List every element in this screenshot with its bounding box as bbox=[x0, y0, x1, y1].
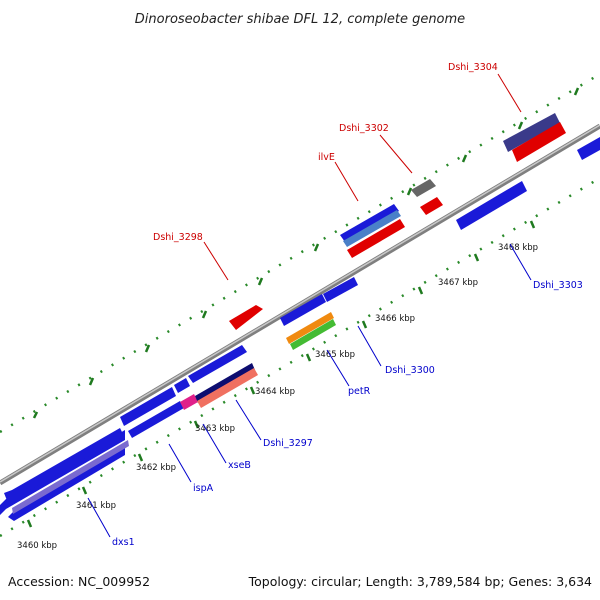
scale-label: 3460 kbp bbox=[17, 541, 57, 551]
genome-backbone-highlight bbox=[0, 124, 600, 483]
gene-label-reverse: dxs1 bbox=[112, 537, 135, 548]
scale-label: 3463 kbp bbox=[195, 424, 235, 434]
genome-summary-text: Topology: circular; Length: 3,789,584 bp… bbox=[248, 574, 592, 589]
gene-arrow bbox=[286, 312, 334, 344]
gene-arrow bbox=[411, 179, 436, 197]
scale-label: 3462 kbp bbox=[136, 463, 176, 473]
scale-labels: 3460 kbp 3461 kbp 3462 kbp 3463 kbp 3464… bbox=[17, 243, 538, 551]
gene-arrow bbox=[456, 181, 527, 230]
gene-label-reverse: Dshi_3303 bbox=[533, 280, 583, 291]
gene-arrow bbox=[290, 319, 336, 350]
gene-label-forward: ilvE bbox=[318, 152, 335, 163]
gene-arrow bbox=[120, 387, 176, 426]
gene-arrow bbox=[340, 204, 399, 242]
gene-arrow bbox=[174, 378, 190, 393]
gene-arrow bbox=[12, 440, 129, 514]
accession-text: Accession: NC_009952 bbox=[8, 574, 150, 589]
gene-arrow bbox=[229, 305, 263, 330]
gene-arrow bbox=[188, 345, 247, 383]
gene-arrow bbox=[503, 113, 560, 152]
genome-backbone bbox=[0, 123, 600, 486]
gene-label-reverse: Dshi_3297 bbox=[263, 438, 313, 449]
scale-label: 3466 kbp bbox=[375, 314, 415, 324]
reverse-major-ticks bbox=[26, 220, 536, 528]
gene-arrow bbox=[4, 428, 124, 503]
gene-arrow bbox=[195, 363, 255, 403]
gene-label-reverse: xseB bbox=[228, 460, 251, 471]
gene-arrow bbox=[128, 401, 184, 438]
gene-labels: Dshi_3304 Dshi_3302 ilvE Dshi_3298 Dshi_… bbox=[112, 62, 583, 548]
gene-arrow bbox=[577, 137, 600, 160]
forward-scale-ring bbox=[0, 72, 600, 434]
gene-arrow bbox=[420, 197, 443, 215]
reverse-scale-ring bbox=[0, 176, 600, 538]
scale-label: 3461 kbp bbox=[76, 501, 116, 511]
gene-label-forward: Dshi_3304 bbox=[448, 62, 498, 73]
scale-label: 3464 kbp bbox=[255, 387, 295, 397]
gene-label-reverse: Dshi_3300 bbox=[385, 365, 435, 376]
gene-label-reverse: ispA bbox=[193, 483, 214, 494]
gene-arrow bbox=[323, 277, 358, 302]
gene-arrow bbox=[347, 219, 405, 258]
gene-label-forward: Dshi_3298 bbox=[153, 232, 203, 243]
scale-label: 3468 kbp bbox=[498, 243, 538, 253]
gene-callouts bbox=[87, 73, 532, 538]
gene-arrow bbox=[197, 368, 258, 408]
gene-arrow bbox=[512, 122, 566, 162]
forward-major-ticks bbox=[32, 87, 580, 419]
gene-arrow bbox=[343, 210, 401, 247]
gene-label-reverse: petR bbox=[348, 386, 371, 397]
scale-label: 3467 kbp bbox=[438, 278, 478, 288]
gene-arrow bbox=[180, 394, 198, 410]
gene-arrow bbox=[280, 294, 326, 326]
scale-label: 3465 kbp bbox=[315, 350, 355, 360]
map-title: Dinoroseobacter shibae DFL 12, complete … bbox=[135, 12, 465, 27]
gene-label-forward: Dshi_3302 bbox=[339, 123, 389, 134]
